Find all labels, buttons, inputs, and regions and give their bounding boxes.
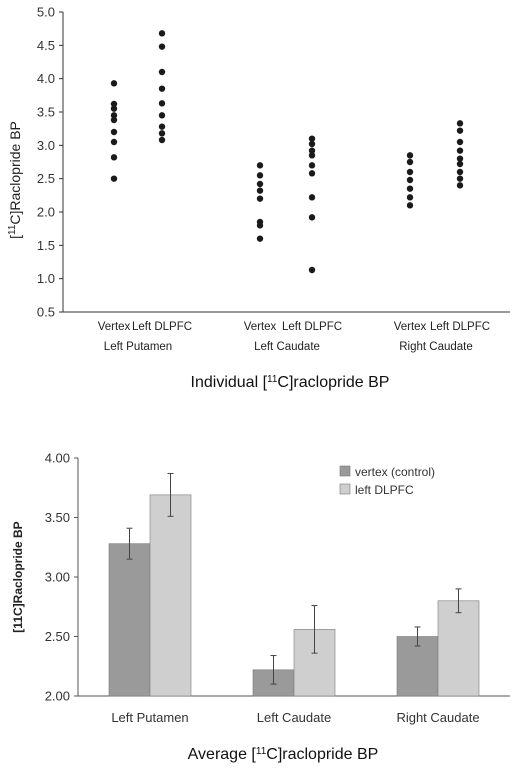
scatter-panel: [11C]Raclopride BP 0.5 1.0 1.5 2.0 2.5 3.0 3.5… [7,5,510,392]
scatter-point [256,235,264,242]
scatter-point [110,116,118,124]
scatter-x-tick-label: Vertex [98,321,131,333]
bar-y-axis-title: [11C]Raclopride BP [11,521,25,632]
scatter-point [406,168,414,176]
bar-marks [108,472,480,697]
scatter-point [158,112,166,119]
scatter-point [308,147,316,154]
scatter-y-tick-label: 1.5 [37,238,55,253]
scatter-point [308,135,316,142]
scatter-point [256,195,264,202]
scatter-point [456,120,464,127]
scatter-group-label: Left Caudate [254,341,320,353]
scatter-point [456,182,464,189]
scatter-y-tick-label: 4.0 [37,71,55,86]
scatter-x-tick-label: Vertex [394,321,427,333]
scatter-point [456,138,464,146]
bar-y-tick-label: 3.50 [45,510,70,525]
scatter-y-tick-label: 2.0 [37,205,55,220]
scatter-point [158,100,166,107]
scatter-point [256,172,264,179]
legend-label-vertex: vertex (control) [355,465,435,479]
scatter-point [256,162,264,169]
scatter-y-tick-label: 2.5 [37,171,55,186]
scatter-point [406,158,414,166]
bar-panel: [11C]Raclopride BP 2.002.503.003.504.00 … [11,451,510,764]
scatter-point [308,266,316,274]
scatter-point [456,168,464,176]
scatter-point [456,127,464,134]
scatter-point [256,187,264,194]
scatter-point [308,162,316,169]
scatter-point [158,68,166,76]
bar [108,543,151,697]
scatter-point [158,43,166,50]
scatter-y-axis-title: [11C]Raclopride BP [7,121,24,239]
scatter-point [110,128,118,136]
scatter-point [406,176,414,184]
scatter-point [110,112,118,119]
scatter-y-tick-label: 0.5 [37,305,55,320]
legend-label-dlpfc: left DLPFC [355,483,414,497]
scatter-point [256,180,264,188]
scatter-point [456,175,464,182]
scatter-point [110,80,118,87]
scatter-x-tick-label: Vertex [244,321,277,333]
scatter-y-tick-label: 5.0 [37,5,55,20]
scatter-point [110,154,118,161]
scatter-x-tick-label: Left DLPFC [132,321,192,333]
bar-category-label: Right Caudate [396,710,479,725]
bar [437,600,480,697]
scatter-point [308,194,316,201]
bar-y-tick-label: 4.00 [45,451,70,466]
scatter-point [158,136,166,144]
scatter-point [158,85,166,92]
scatter-points [110,30,464,274]
scatter-point [110,175,118,182]
bar-y-tick-label: 3.00 [45,570,70,585]
scatter-y-ticks: 0.5 1.0 1.5 2.0 2.5 3.0 3.5 4.0 4.5 5.0 [37,5,63,320]
legend-swatch-vertex [339,465,351,477]
bar [149,494,192,697]
scatter-point [406,194,414,201]
scatter-point [406,202,414,209]
scatter-point [110,138,118,146]
scatter-point [158,123,166,130]
bar-x-labels: Left Putamen Left Caudate Right Caudate [111,710,479,725]
scatter-point [308,152,316,159]
scatter-caption: Individual [11C]raclopride BP [191,374,390,392]
scatter-y-tick-label: 4.5 [37,38,55,53]
scatter-point [456,155,464,162]
scatter-point [308,140,316,148]
bar-category-label: Left Caudate [257,710,331,725]
bar-caption: Average [11C]raclopride BP [188,746,379,764]
scatter-group-label: Left Putamen [104,341,172,353]
scatter-point [158,30,166,37]
bar-y-ticks: 2.00 2.50 3.00 3.50 4.00 [45,451,78,704]
bar-y-tick-label: 2.00 [45,689,70,704]
scatter-y-tick-label: 3.0 [37,138,55,153]
scatter-y-tick-label: 3.5 [37,105,55,120]
scatter-point [456,160,464,168]
bar-legend: vertex (control) left DLPFC [339,465,435,497]
scatter-point [256,222,264,229]
scatter-point [308,170,316,177]
scatter-point [456,147,464,154]
scatter-group-label: Right Caudate [399,341,473,353]
scatter-point [406,152,414,159]
scatter-point [308,214,316,221]
scatter-x-tick-label: Left DLPFC [430,321,490,333]
bar-category-label: Left Putamen [111,710,188,725]
scatter-point [110,105,118,112]
scatter-point [406,185,414,192]
scatter-point [158,130,166,137]
scatter-x-tick-label: Left DLPFC [282,321,342,333]
legend-swatch-dlpfc [339,483,351,495]
bar-y-tick-label: 2.50 [45,629,70,644]
scatter-point [110,100,118,108]
scatter-y-tick-label: 1.0 [37,271,55,286]
